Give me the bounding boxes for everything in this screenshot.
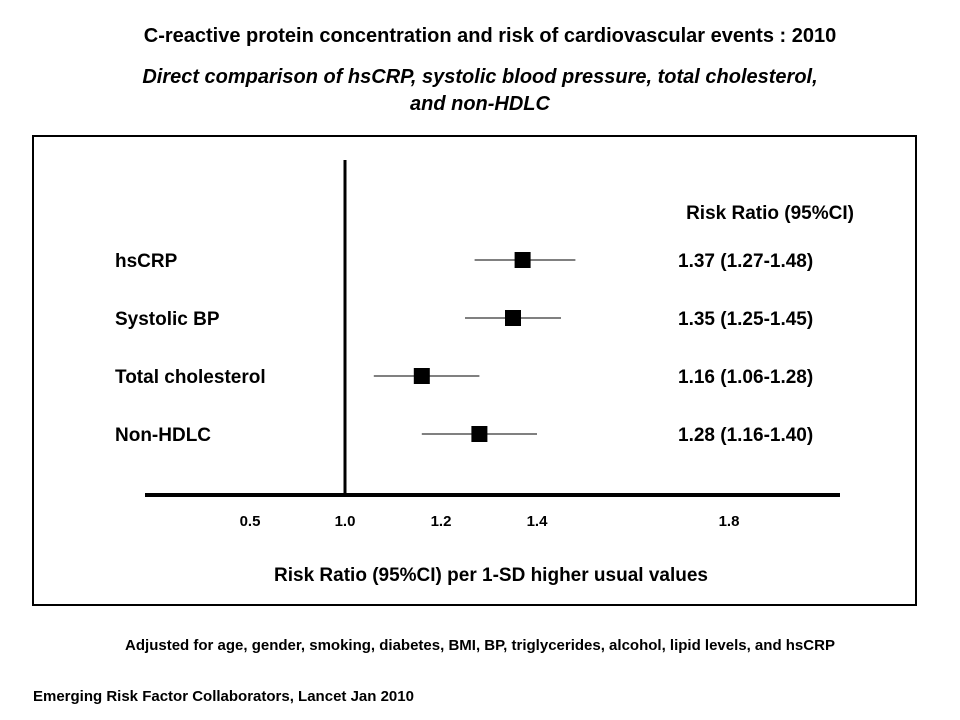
x-tick-label: 1.4: [527, 513, 549, 530]
row-value: 1.28 (1.16-1.40): [678, 425, 813, 446]
column-header: Risk Ratio (95%CI): [686, 203, 854, 224]
subtitle-line-2: and non-HDLC: [410, 93, 550, 115]
point-estimate: [471, 426, 488, 442]
x-tick-label: 1.2: [431, 513, 452, 530]
x-tick-label: 0.5: [240, 513, 261, 530]
row-value: 1.35 (1.25-1.45): [678, 309, 813, 330]
point-estimate: [413, 368, 430, 384]
row-label: Non-HDLC: [115, 425, 211, 446]
row-label: Systolic BP: [115, 309, 220, 330]
x-tick-label: 1.8: [719, 513, 740, 530]
chart-title: C-reactive protein concentration and ris…: [143, 25, 837, 47]
x-tick-label: 1.0: [335, 513, 356, 530]
row-label: hsCRP: [115, 251, 178, 272]
point-estimate: [505, 310, 521, 326]
row-label: Total cholesterol: [115, 367, 266, 388]
subtitle-line-1: Direct comparison of hsCRP, systolic blo…: [142, 66, 818, 88]
point-estimate: [514, 252, 531, 268]
row-value: 1.16 (1.06-1.28): [678, 367, 813, 388]
x-axis-label: Risk Ratio (95%CI) per 1-SD higher usual…: [274, 565, 708, 586]
adjustment-footnote: Adjusted for age, gender, smoking, diabe…: [125, 637, 835, 654]
source-citation: Emerging Risk Factor Collaborators, Lanc…: [33, 688, 414, 705]
chart-frame: [32, 135, 917, 606]
chart-subtitle: Direct comparison of hsCRP, systolic blo…: [0, 64, 960, 118]
row-value: 1.37 (1.27-1.48): [678, 251, 813, 272]
